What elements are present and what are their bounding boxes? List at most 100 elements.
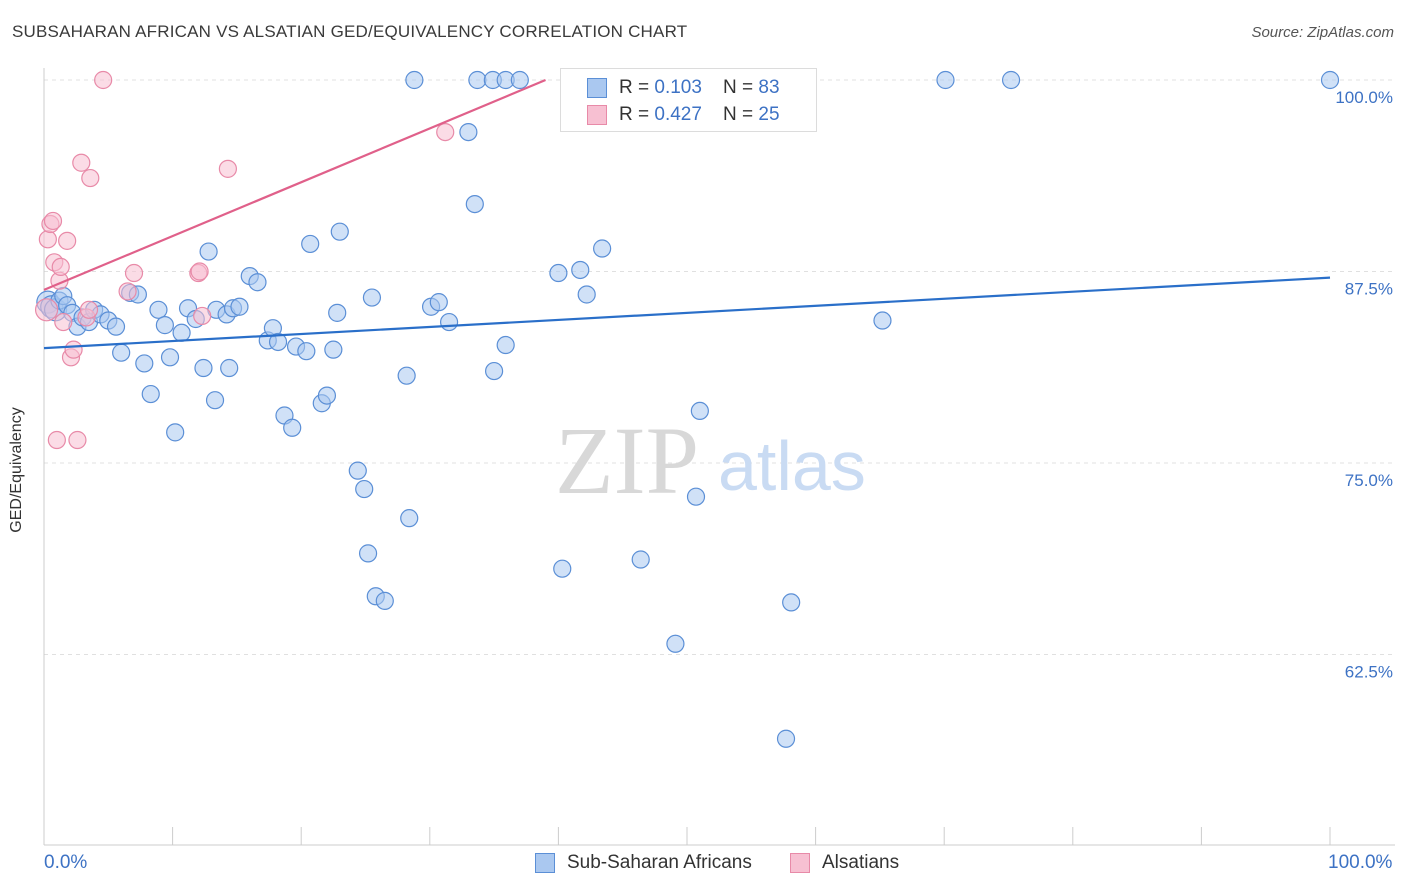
point-sub-saharan-46 — [324, 340, 343, 359]
point-sub-saharan-23 — [172, 323, 191, 342]
point-sub-saharan-50 — [355, 479, 374, 499]
point-sub-saharan-69 — [549, 263, 568, 283]
point-alsatian-22 — [193, 306, 212, 326]
point-alsatian-15 — [79, 300, 99, 319]
point-sub-saharan-49 — [348, 461, 367, 480]
source-credit: Source: ZipAtlas.com — [1251, 24, 1394, 41]
bottom-legend-label: Sub-Saharan Africans — [567, 852, 752, 873]
point-sub-saharan-59 — [429, 293, 448, 312]
point-sub-saharan-19 — [149, 300, 168, 319]
legend-r-value: 0.103 — [654, 77, 702, 98]
point-alsatian-18 — [118, 282, 137, 301]
point-alsatian-11 — [64, 340, 83, 359]
point-sub-saharan-13 — [106, 317, 126, 336]
point-sub-saharan-52 — [362, 288, 382, 307]
point-alsatian-13 — [72, 153, 91, 172]
point-sub-saharan-45 — [317, 386, 337, 405]
point-sub-saharan-79 — [776, 729, 796, 748]
watermark-atlas: atlas — [718, 427, 866, 505]
point-sub-saharan-21 — [160, 348, 180, 367]
point-sub-saharan-68 — [510, 70, 529, 90]
point-sub-saharan-28 — [205, 391, 225, 410]
series-alsatians — [34, 70, 455, 450]
point-sub-saharan-66 — [496, 335, 515, 355]
point-sub-saharan-22 — [166, 423, 185, 442]
point-sub-saharan-14 — [112, 343, 131, 362]
point-sub-saharan-72 — [577, 285, 596, 304]
point-sub-saharan-42 — [297, 342, 316, 361]
point-alsatian-19 — [124, 263, 144, 283]
y-tick-label-2: 75.0% — [1345, 471, 1393, 490]
point-sub-saharan-76 — [666, 634, 685, 653]
point-sub-saharan-38 — [268, 332, 288, 352]
point-alsatian-12 — [68, 430, 87, 450]
point-sub-saharan-48 — [330, 222, 349, 241]
legend-swatch-blue — [587, 78, 607, 98]
y-tick-label-3: 62.5% — [1345, 663, 1393, 682]
x-tick-label-min: 0.0% — [44, 852, 88, 873]
series-sub-saharan-africans — [36, 70, 1340, 748]
point-alsatian-1 — [38, 230, 57, 249]
point-sub-saharan-77 — [686, 487, 706, 506]
watermark-zip: ZIP — [555, 407, 699, 514]
point-alsatian-7 — [51, 257, 70, 277]
legend-swatch-pink — [587, 105, 607, 125]
point-sub-saharan-63 — [468, 70, 487, 90]
point-alsatian-0 — [34, 298, 59, 322]
legend-r-label: R = — [619, 77, 655, 98]
y-tick-label-0: 100.0% — [1335, 88, 1393, 107]
point-sub-saharan-74 — [631, 550, 650, 569]
point-sub-saharan-54 — [375, 591, 394, 610]
point-alsatian-9 — [58, 231, 77, 250]
point-sub-saharan-20 — [155, 316, 174, 335]
point-sub-saharan-78 — [690, 401, 709, 421]
y-tick-labels: 100.0% 87.5% 75.0% 62.5% — [1335, 88, 1393, 682]
point-sub-saharan-43 — [301, 234, 320, 254]
point-alsatian-16 — [81, 168, 100, 188]
point-sub-saharan-56 — [400, 509, 419, 528]
legend-n-value: 25 — [758, 104, 780, 125]
x-tick-label-max: 100.0% — [1328, 852, 1393, 873]
chart-title: SUBSAHARAN AFRICAN VS ALSATIAN GED/EQUIV… — [12, 22, 688, 41]
point-alsatian-3 — [43, 211, 63, 231]
point-sub-saharan-51 — [358, 544, 378, 563]
point-sub-saharan-83 — [1001, 70, 1021, 90]
point-sub-saharan-55 — [397, 366, 416, 385]
point-alsatian-23 — [218, 159, 237, 178]
point-sub-saharan-71 — [571, 260, 590, 280]
trend-lines — [43, 78, 1331, 350]
point-sub-saharan-70 — [553, 559, 572, 578]
point-sub-saharan-82 — [936, 70, 955, 90]
bottom-legend-swatch-blue — [535, 853, 555, 873]
y-tick-label-1: 87.5% — [1345, 280, 1393, 299]
legend-n-label: N = — [723, 104, 759, 125]
point-sub-saharan-26 — [194, 358, 213, 378]
legend-r-value: 0.427 — [654, 104, 702, 125]
point-sub-saharan-27 — [199, 242, 218, 261]
point-alsatian-17 — [94, 70, 113, 90]
watermark: ZIP atlas — [555, 407, 866, 514]
point-alsatian-21 — [190, 262, 209, 281]
point-sub-saharan-73 — [593, 239, 612, 258]
bottom-legend-label: Alsatians — [822, 852, 900, 873]
gridlines — [44, 79, 1395, 655]
point-sub-saharan-31 — [220, 358, 239, 378]
bottom-legend-swatch-pink — [790, 853, 810, 873]
point-sub-saharan-40 — [283, 418, 302, 437]
point-sub-saharan-17 — [135, 354, 154, 373]
point-sub-saharan-18 — [141, 384, 160, 404]
point-sub-saharan-60 — [439, 312, 459, 332]
point-sub-saharan-80 — [782, 593, 801, 612]
point-sub-saharan-81 — [873, 311, 892, 330]
legend-r-label: R = — [619, 104, 655, 125]
point-alsatian-5 — [47, 430, 66, 450]
point-alsatian-24 — [436, 122, 455, 142]
point-sub-saharan-47 — [328, 303, 347, 322]
point-sub-saharan-65 — [485, 361, 504, 381]
point-sub-saharan-35 — [248, 273, 267, 292]
stats-legend: R = 0.103 N = 83 R = 0.427 N = 25 — [560, 68, 817, 132]
trend-line-alsatians — [43, 78, 546, 291]
point-sub-saharan-62 — [465, 194, 484, 214]
trend-line-sub-saharan — [43, 276, 1331, 350]
